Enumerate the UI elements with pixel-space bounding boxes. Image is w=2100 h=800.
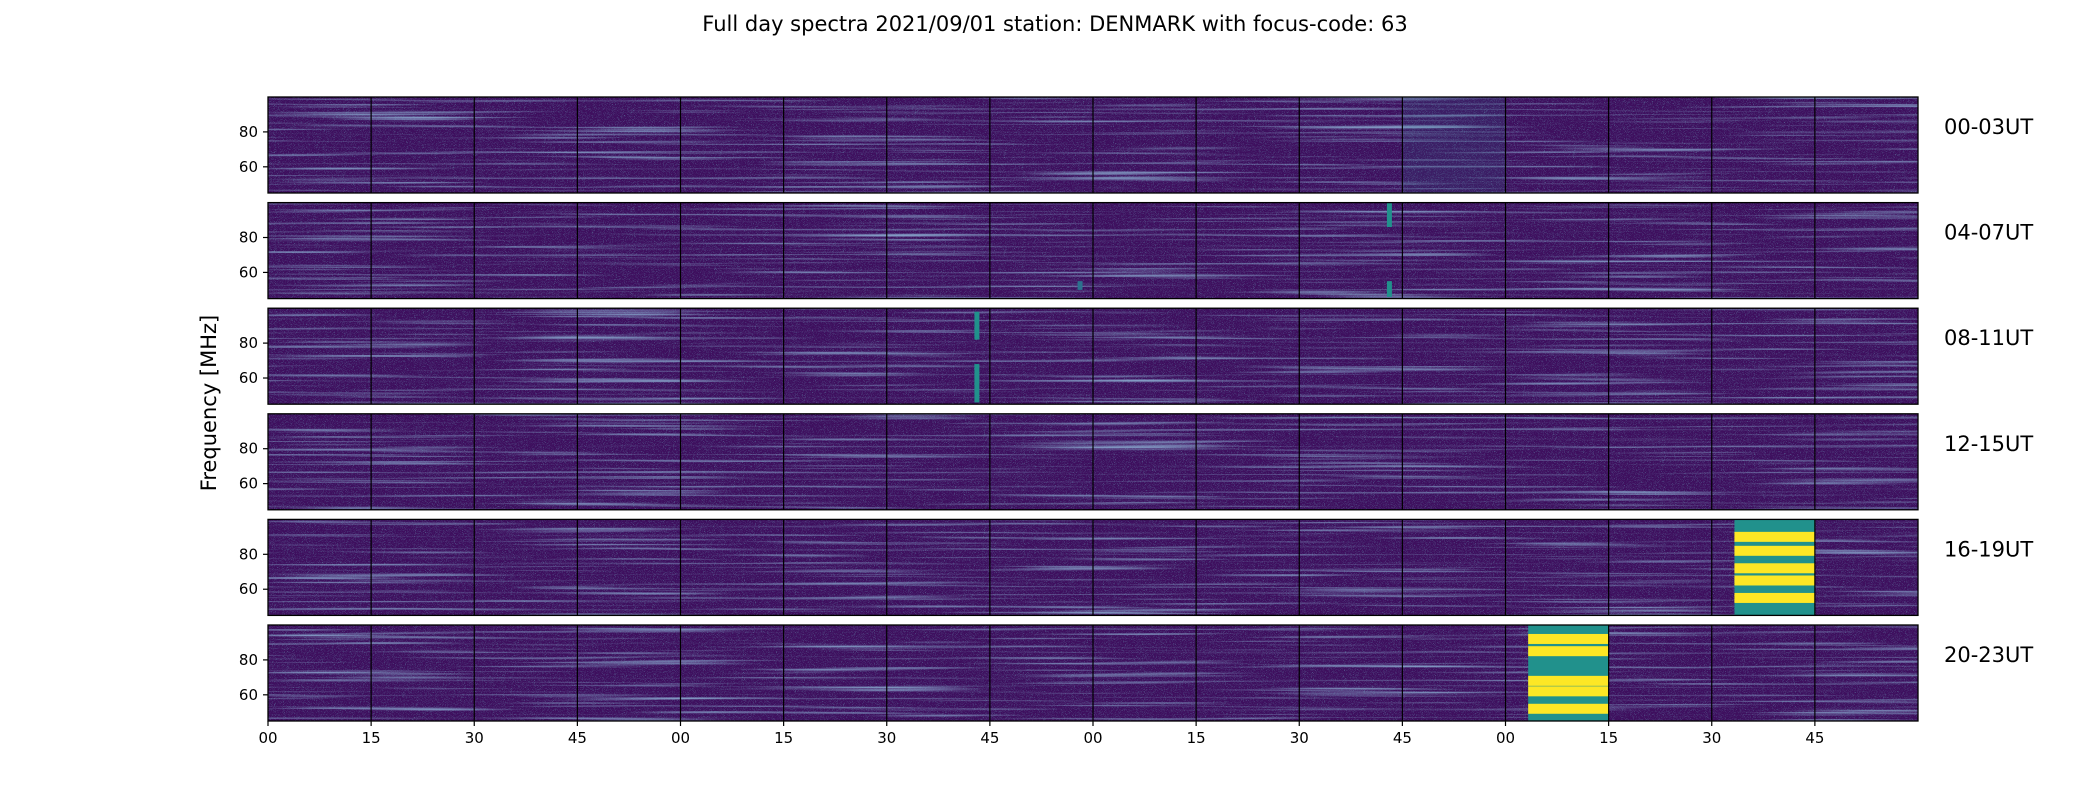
row-frame — [267, 307, 1919, 405]
burst-stripe — [974, 364, 980, 403]
y-tick-label: 60 — [239, 475, 258, 493]
row-time-label: 04-07UT — [1944, 221, 2033, 245]
x-tick-label: 15 — [774, 729, 793, 747]
x-tick-label: 15 — [1187, 729, 1206, 747]
y-tick-label: 80 — [239, 651, 258, 669]
spectra-row: 60 80 00-03UT — [239, 96, 2033, 194]
x-tick-label: 45 — [1393, 729, 1412, 747]
row-time-label: 20-23UT — [1944, 643, 2033, 667]
burst-stripe — [1386, 202, 1392, 228]
y-tick-label: 60 — [239, 158, 258, 176]
burst-band — [1734, 575, 1815, 586]
burst-band — [1528, 646, 1609, 657]
spectra-row: 60 80 16-19UT — [239, 518, 2033, 617]
y-tick-label: 80 — [239, 123, 258, 141]
row-time-label: 12-15UT — [1944, 432, 2033, 456]
y-tick-label: 60 — [239, 369, 258, 387]
spectra-row: 60 80 04-07UT — [239, 201, 2033, 300]
row-frame — [267, 413, 1919, 511]
x-tick-label: 45 — [568, 729, 587, 747]
burst-band — [1734, 545, 1815, 556]
y-tick-label: 80 — [239, 229, 258, 247]
row-frame — [267, 201, 1919, 300]
burst-band — [1734, 531, 1815, 542]
x-tick-label: 30 — [1290, 729, 1309, 747]
burst-band — [1528, 703, 1609, 714]
y-tick-label: 80 — [239, 440, 258, 458]
x-tick-label: 15 — [1599, 729, 1618, 747]
row-time-label: 08-11UT — [1944, 326, 2033, 350]
row-frame — [267, 518, 1919, 617]
x-tick-label: 00 — [258, 729, 277, 747]
x-tick-label: 45 — [980, 729, 999, 747]
burst-band — [1528, 633, 1609, 644]
burst-stripe — [974, 311, 980, 340]
y-tick-label: 80 — [239, 545, 258, 563]
row-time-label: 16-19UT — [1944, 537, 2033, 561]
spectra-row: 60 80 12-15UT — [239, 413, 2033, 511]
burst-band — [1734, 592, 1815, 603]
y-axis-label: Frequency [MHz] — [197, 315, 221, 491]
burst-stripe — [1386, 281, 1392, 297]
x-tick-label: 15 — [362, 729, 381, 747]
spectra-row: 60 80 08-11UT — [239, 307, 2033, 405]
x-axis-ticks: 00 15 30 45 00 15 30 45 00 15 30 45 00 15 30 45 — [258, 721, 1824, 747]
burst-haze — [1402, 97, 1506, 193]
row-time-label: 00-03UT — [1944, 115, 2033, 139]
burst-band — [1528, 675, 1609, 686]
x-tick-label: 45 — [1805, 729, 1824, 747]
burst-stripe — [1077, 281, 1083, 290]
y-tick-label: 80 — [239, 334, 258, 352]
x-tick-label: 00 — [671, 729, 690, 747]
chart-title: Full day spectra 2021/09/01 station: DEN… — [702, 12, 1407, 36]
row-frame — [267, 96, 1919, 194]
y-tick-label: 60 — [239, 580, 258, 598]
x-tick-label: 30 — [465, 729, 484, 747]
burst-band — [1528, 686, 1609, 697]
spectra-row: 60 80 20-23UT — [239, 624, 2033, 722]
spectra-rows: 60 80 00-03UT 60 80 04-07UT 60 80 08-11UT 60 80 12-… — [239, 96, 2033, 722]
x-tick-label: 30 — [1702, 729, 1721, 747]
y-tick-label: 60 — [239, 686, 258, 704]
x-tick-label: 30 — [877, 729, 896, 747]
y-tick-label: 60 — [239, 263, 258, 281]
x-tick-label: 00 — [1496, 729, 1515, 747]
burst-band — [1734, 563, 1815, 574]
x-tick-label: 00 — [1083, 729, 1102, 747]
